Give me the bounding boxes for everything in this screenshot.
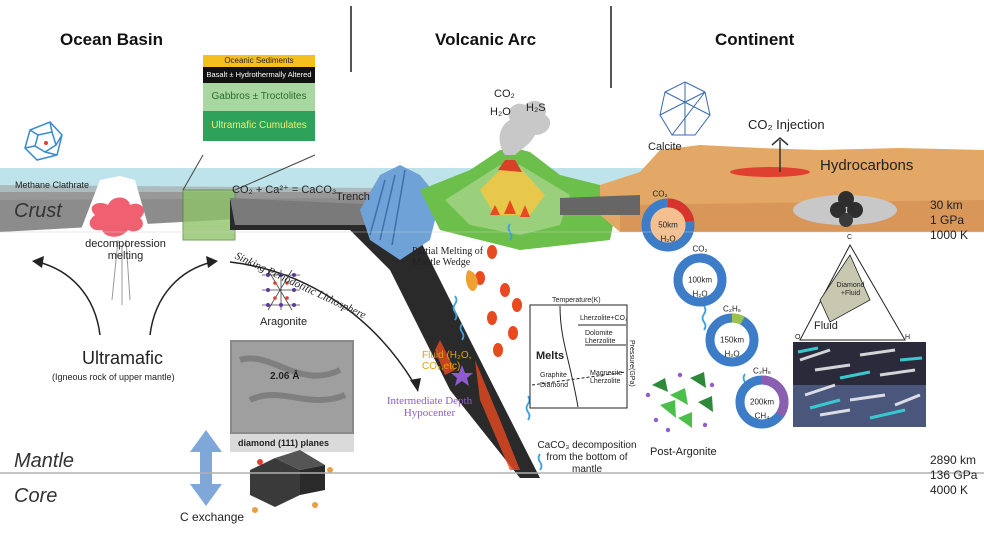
decompression-label: decomporession melting: [85, 238, 166, 262]
layer-mantle: Mantle: [14, 450, 75, 472]
ultramafic-label: Ultramafic: [82, 348, 164, 368]
methane-clathrate-label: Methane Clathrate: [15, 180, 90, 190]
header-volcanic-arc: Volcanic Arc: [435, 30, 537, 49]
phase-dolomite-lherzolite: Dolomite Lherzolite: [585, 330, 616, 345]
convection-arrows: [37, 261, 416, 386]
mantle-depth: 2890 km: [930, 453, 977, 467]
ring-accent-4: [761, 375, 789, 418]
ring-accent-2: [699, 253, 713, 265]
hypocenter-label: Intermediate Depth Hypocenter: [386, 395, 473, 419]
ring-depth-3: 150km: [719, 335, 745, 345]
gabbros-layer: Gabbros ± Troctolites: [203, 83, 315, 111]
phase-diagram: [529, 304, 628, 409]
ring-depth-4: 200km: [749, 397, 775, 407]
post-argonite-label: Post-Argonite: [650, 446, 717, 458]
phase-melts: Melts: [536, 350, 565, 362]
caco3-decomposition-label: CaCO₃ decomposition from the bottom of m…: [537, 440, 637, 475]
volcano-gas-h2s: H₂S: [526, 102, 546, 114]
fluid-label: Fluid (H₂O, CO₂,etc): [422, 350, 472, 372]
accretionary-wedge: [360, 165, 440, 260]
volcano-gas-h2o: H₂O: [490, 106, 511, 118]
layer-core: Core: [14, 485, 58, 507]
ring-bottom-3: H₂O: [724, 349, 740, 359]
phase-graphite: Graphite: [540, 372, 567, 379]
co2-reservoir: [730, 167, 810, 177]
ternary-diagram: [799, 243, 906, 341]
header-ocean-basin: Ocean Basin: [60, 30, 163, 49]
cumulates-layer: Ultramafic Cumulates: [203, 111, 315, 141]
ocean-crust-column: Oceanic Sediments Basalt ± Hydrothermall…: [203, 55, 315, 141]
decompression-melt: [89, 197, 145, 237]
calcite-icon: [659, 81, 711, 136]
header-continent: Continent: [715, 30, 795, 49]
hypocenter-star: [451, 365, 473, 386]
ring-top-3: C₂H₆: [723, 304, 741, 314]
crust-depth: 30 km: [930, 198, 963, 212]
ring-inner-1: [650, 207, 686, 243]
lattice-spacing-label: 2.06 Å: [270, 371, 300, 382]
phase-magnesite-lherzolite: Magnesite Lherzolite: [590, 370, 623, 385]
ring-bottom-1: H₂O: [660, 234, 676, 244]
ring-top-2: CO₂: [692, 244, 708, 254]
ternary-diamond-fluid: Diamond +Fluid: [836, 282, 865, 297]
crust-temperature: 1000 K: [930, 228, 969, 242]
calcite-label: Calcite: [648, 141, 682, 153]
volcano-gas-co2: CO₂: [494, 88, 515, 100]
layer-crust: Crust: [14, 200, 62, 222]
ultramafic-sublabel: (Igneous rock of upper mantle): [52, 372, 175, 382]
phase-axis-top: Temperature(K): [552, 297, 601, 304]
carbonate-reaction-label: CO₂ + Ca²⁺ = CaCO₃: [232, 184, 337, 196]
aragonite-label: Aragonite: [260, 316, 308, 328]
ternary-corner-left: O: [795, 334, 801, 341]
ternary-corner-right: H: [905, 334, 911, 341]
ring-bottom-4: CH₄: [754, 411, 770, 421]
molecular-simulation-image: [793, 342, 926, 427]
mantle-pressure: 136 GPa: [930, 468, 978, 482]
phase-diamond: Diamond: [540, 382, 569, 389]
volcanic-plume: [499, 100, 551, 155]
mantle-temperature: 4000 K: [930, 483, 969, 497]
ring-accent-1: [667, 198, 695, 223]
phase-axis-right: Pressure(GPa): [628, 340, 635, 387]
co2-injection-label: CO₂ Injection: [748, 117, 825, 132]
fluid-composition-rings: [641, 198, 789, 429]
ternary-apex-top: C: [847, 234, 853, 241]
crystal-structure-icon: [250, 450, 333, 513]
c-exchange-label: C exchange: [180, 510, 245, 524]
crust-conditions: 30 km 1 GPa 1000 K: [930, 198, 968, 243]
crust-sample-box: [182, 189, 236, 241]
post-argonite-icon: [645, 372, 715, 433]
partial-melting-label: Partial Melting of Mantle Wedge: [412, 246, 484, 268]
methane-clathrate-icon: [24, 121, 63, 161]
crust-pressure: 1 GPa: [930, 213, 965, 227]
diamond-planes-label: diamond (111) planes: [238, 438, 330, 448]
ring-depth-1: 50km: [658, 220, 678, 230]
ring-top-1: CO₂: [652, 189, 668, 199]
basalt-layer: Basalt ± Hydrothermally Altered: [203, 67, 315, 83]
ring-bottom-2: H₂O: [692, 289, 708, 299]
hydrocarbons-label: Hydrocarbons: [820, 157, 914, 174]
ring-top-4: C₂H₆: [753, 366, 771, 376]
c-exchange-arrow: [190, 430, 222, 506]
sediments-layer: Oceanic Sediments: [203, 55, 315, 67]
ring-depth-2: 100km: [687, 275, 713, 285]
ring-accent-3: [731, 313, 745, 325]
phase-lherzolite-co2: Lherzolite+CO₂: [580, 315, 628, 322]
mantle-conditions: 2890 km 136 GPa 4000 K: [930, 453, 977, 498]
ternary-fluid: Fluid: [814, 320, 838, 332]
trench-label: Trench: [336, 191, 370, 203]
